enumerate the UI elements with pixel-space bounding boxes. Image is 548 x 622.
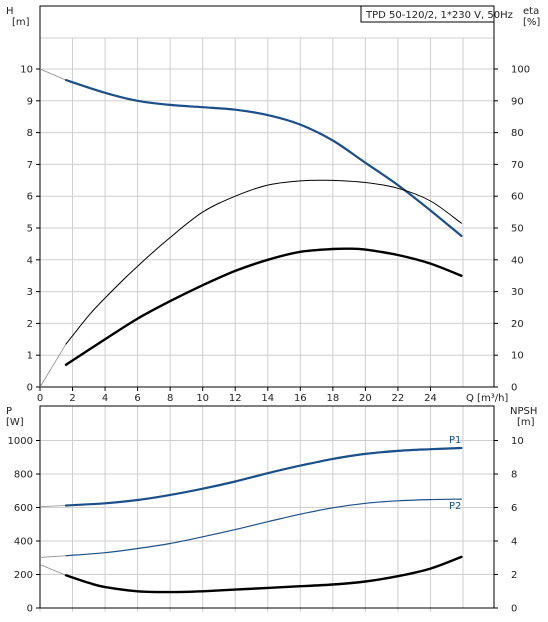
pump-label-box [360, 5, 495, 23]
eta-axis-label: eta [523, 6, 539, 17]
curve-extrapolation [39, 555, 67, 558]
curve-extrapolation [39, 564, 67, 576]
x-tick-label: 20 [359, 393, 372, 404]
left-tick-label: 400 [14, 537, 33, 548]
x-tick-label: 18 [326, 393, 339, 404]
x-tick-label: 22 [392, 393, 405, 404]
right-tick-label: 100 [511, 65, 530, 76]
left-tick-label: 0 [27, 383, 33, 394]
left-tick-label: 2 [27, 319, 33, 330]
right-tick-label: 6 [511, 503, 517, 514]
bottom-grid [39, 406, 494, 612]
flow-axis-label: Q [m³/h] [466, 393, 508, 404]
curve-0 [64, 79, 463, 237]
right-tick-label: 0 [511, 383, 517, 394]
right-tick-label: 0 [511, 604, 517, 615]
x-tick-label: 24 [424, 393, 437, 404]
x-tick-label: 4 [102, 393, 108, 404]
top-grid [40, 37, 494, 387]
left-tick-label: 9 [27, 96, 33, 107]
p1-curve [64, 446, 463, 507]
curve-extrapolation [39, 68, 67, 81]
left-tick-label: 8 [27, 128, 33, 139]
p1-series-label: P1 [449, 435, 461, 446]
right-tick-label: 10 [511, 436, 524, 447]
curve-2 [64, 247, 463, 366]
eta-tick-labels: 0 10 20 30 40 50 60 70 80 90 100 [494, 65, 530, 394]
left-tick-label: 10 [20, 65, 33, 76]
npsh-axis-unit: [m] [517, 417, 535, 428]
curve-1 [65, 179, 462, 345]
left-tick-label: 1000 [8, 436, 33, 447]
right-tick-label: 2 [511, 570, 517, 581]
right-tick-label: 20 [511, 319, 524, 330]
left-tick-label: 7 [27, 160, 33, 171]
left-tick-label: 1 [27, 351, 33, 362]
left-tick-label: 200 [14, 570, 33, 581]
eta-axis-unit: [%] [523, 17, 540, 28]
x-tick-label: 6 [134, 393, 140, 404]
x-tick-label: 14 [261, 393, 274, 404]
top-x-tick-labels: 0 2 4 6 8 10 12 14 16 18 20 22 24 [37, 387, 437, 404]
right-tick-label: 70 [511, 160, 524, 171]
left-tick-label: 5 [27, 224, 33, 235]
x-tick-label: 16 [294, 393, 307, 404]
right-tick-label: 40 [511, 255, 524, 266]
left-tick-label: 800 [14, 470, 33, 481]
x-tick-label: 0 [37, 393, 43, 404]
bottom-curves [39, 446, 463, 594]
right-tick-label: 80 [511, 128, 524, 139]
head-axis-unit: [m] [12, 17, 30, 28]
pump-label: TPD 50-120/2, 1*230 V, 50Hz [365, 10, 513, 21]
right-tick-label: 10 [511, 351, 524, 362]
curve-2 [64, 555, 463, 594]
curve-extrapolation [39, 343, 67, 388]
x-tick-label: 8 [167, 393, 173, 404]
right-tick-label: 90 [511, 96, 524, 107]
p2-curve [65, 498, 462, 557]
power-axis-label: P [6, 406, 12, 417]
top-curves [39, 68, 463, 388]
power-tick-labels: 0 200 400 600 800 1000 [8, 436, 40, 615]
x-tick-label: 12 [229, 393, 242, 404]
p2-series-label: P2 [449, 501, 461, 512]
x-tick-label: 2 [69, 393, 75, 404]
right-tick-label: 8 [511, 470, 517, 481]
power-npsh-panel: 0 200 400 600 800 1000 0 2 4 6 8 10 P [W] NPSH [m]… [6, 405, 537, 615]
curve-extrapolation [39, 505, 67, 508]
power-axis-unit: [W] [6, 417, 24, 428]
left-tick-label: 0 [27, 604, 33, 615]
npsh-axis-label: NPSH [510, 406, 537, 417]
left-tick-label: 4 [27, 255, 33, 266]
head-tick-labels: 0 1 2 3 4 5 6 7 8 9 10 [20, 65, 40, 394]
x-tick-label: 10 [196, 393, 209, 404]
left-tick-label: 6 [27, 192, 33, 203]
left-tick-label: 3 [27, 287, 33, 298]
right-tick-label: 4 [511, 537, 517, 548]
right-tick-label: 60 [511, 192, 524, 203]
npsh-tick-labels: 0 2 4 6 8 10 [494, 436, 524, 615]
left-tick-label: 600 [14, 503, 33, 514]
head-axis-label: H [6, 6, 14, 17]
right-tick-label: 30 [511, 287, 524, 298]
right-tick-label: 50 [511, 224, 524, 235]
